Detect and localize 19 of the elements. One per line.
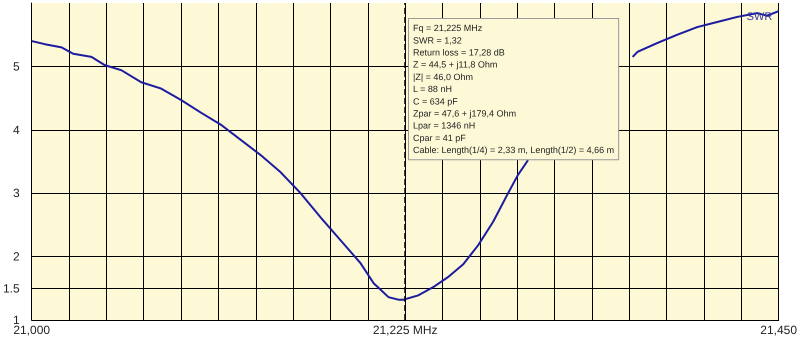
annotation: |Z| = 46,0 Ohm — [413, 72, 473, 82]
y-tick-label: 3 — [12, 186, 20, 200]
annotation: L = 88 nH — [413, 84, 452, 94]
x-tick-label: 21,450 — [760, 323, 798, 337]
annotation: Cpar = 41 pF — [413, 132, 466, 143]
y-tick-label: 2 — [12, 250, 20, 264]
annotation: Cable: Length(1/4) = 2,33 m, Length(1/2) = 4,66 m — [413, 145, 614, 156]
annotation: Lpar = 1346 nH — [413, 120, 476, 131]
series-label: SWR — [746, 11, 772, 24]
annotation: Zpar = 47,6 + j179,4 Ohm — [413, 108, 516, 118]
y-tick-label: 5 — [12, 59, 20, 74]
annotation: C = 634 pF — [413, 96, 458, 106]
x-tick-label: 21,225 MHz — [372, 323, 438, 337]
annotation: Z = 44,5 + j11,8 Ohm — [413, 60, 498, 70]
annotation: Fq = 21,225 MHz — [413, 23, 483, 34]
annotation: Return loss = 17,28 dB — [413, 48, 505, 58]
y-tick-label: 4 — [12, 122, 20, 137]
annotation: SWR = 1,32 — [413, 35, 462, 46]
y-tick-label: 1.5 — [2, 281, 20, 296]
